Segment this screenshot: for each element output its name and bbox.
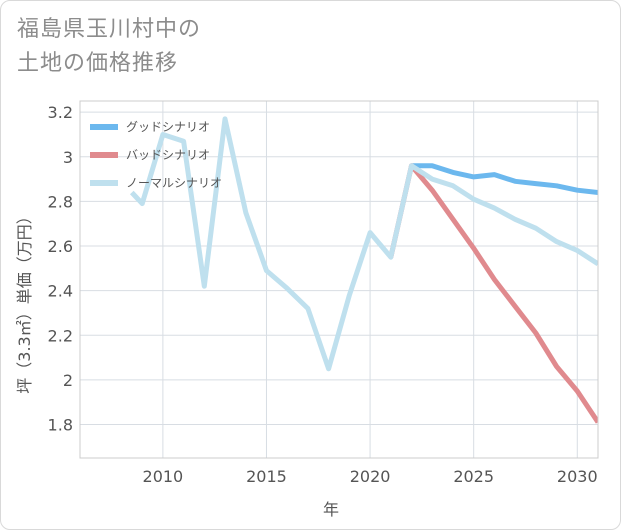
x-tick-label: 2010 bbox=[143, 467, 184, 486]
y-tick-label: 3.2 bbox=[48, 103, 73, 122]
x-tick-label: 2030 bbox=[557, 467, 598, 486]
x-axis-ticks: 2010 2015 2020 2025 2030 bbox=[143, 467, 598, 486]
legend-label-2: ノーマルシナリオ bbox=[126, 176, 222, 190]
series-line-2 bbox=[129, 116, 598, 372]
y-axis-ticks: 1.8 2 2.2 2.4 2.6 2.8 3 3.2 bbox=[48, 103, 73, 434]
grid bbox=[80, 101, 598, 458]
plot-area bbox=[79, 100, 599, 459]
chart-title-line-2: 土地の価格推移 bbox=[17, 51, 179, 76]
x-tick-label: 2015 bbox=[246, 467, 287, 486]
x-axis-label: 年 bbox=[323, 500, 339, 519]
y-axis-label: 坪（3.3㎡）単価（万円） bbox=[15, 208, 34, 393]
series-layer bbox=[129, 116, 598, 424]
y-tick-label: 2 bbox=[63, 371, 73, 390]
chart-title: 福島県玉川村中の 土地の価格推移 bbox=[17, 13, 201, 81]
series-line-0 bbox=[411, 163, 598, 195]
x-tick-label: 2020 bbox=[350, 467, 391, 486]
series-line-1 bbox=[388, 163, 598, 424]
y-tick-label: 2.8 bbox=[48, 192, 73, 211]
x-tick-label: 2025 bbox=[453, 467, 494, 486]
chart-title-line-1: 福島県玉川村中の bbox=[17, 17, 202, 42]
y-tick-label: 2.2 bbox=[48, 326, 73, 345]
legend-label-0: グッドシナリオ bbox=[126, 120, 210, 134]
y-tick-label: 3 bbox=[63, 148, 73, 167]
y-tick-label: 2.6 bbox=[48, 237, 73, 256]
legend-label-1: バッドシナリオ bbox=[126, 148, 210, 162]
y-tick-label: 1.8 bbox=[48, 416, 73, 435]
y-tick-label: 2.4 bbox=[48, 282, 73, 301]
